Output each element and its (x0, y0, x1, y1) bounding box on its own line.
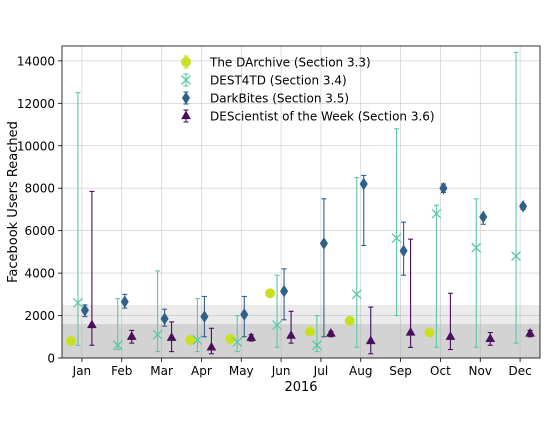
data-point (445, 331, 456, 340)
data-point (471, 242, 482, 253)
data-point (485, 333, 496, 342)
data-point (225, 333, 236, 344)
data-point (192, 334, 203, 345)
data-point (344, 315, 355, 326)
data-point (232, 337, 243, 348)
data-point (160, 312, 169, 326)
x-tick-label: Jan (72, 364, 92, 378)
data-point (272, 320, 283, 331)
plot-frame (61, 45, 541, 359)
data-point (405, 326, 416, 336)
data-point (439, 181, 448, 195)
legend-marker (181, 75, 191, 85)
data-point (286, 330, 296, 339)
data-point (479, 210, 488, 224)
threshold-bands (62, 304, 540, 358)
y-tick-label: 4000 (24, 267, 55, 281)
data-point (240, 308, 249, 321)
data-point (431, 208, 442, 219)
legend: The DArchive (Section 3.3) DEST4TD (Secti… (181, 55, 435, 124)
data-point (326, 328, 336, 337)
x-axis-label: 2016 (284, 380, 317, 395)
gridlines (62, 46, 540, 359)
legend-marker (181, 91, 191, 105)
data-point (152, 329, 163, 340)
data-point (120, 295, 129, 309)
data-point (87, 319, 97, 329)
data-point (280, 284, 289, 298)
data-point (365, 335, 376, 345)
data-point (80, 303, 89, 317)
data-point (319, 237, 328, 250)
legend-marker (181, 110, 191, 120)
data-markers (65, 177, 535, 351)
y-tick-label: 10000 (17, 139, 55, 153)
data-point (351, 289, 362, 300)
data-point (399, 244, 408, 258)
x-tick-label: Apr (191, 364, 212, 378)
data-point (424, 327, 435, 338)
data-point (65, 336, 76, 346)
x-tick-label: Feb (111, 364, 132, 378)
data-point (304, 326, 315, 337)
data-point (246, 332, 257, 341)
data-point (185, 335, 196, 345)
x-tick-label: Dec (508, 364, 531, 378)
y-tick-label: 14000 (17, 54, 55, 68)
legend-label: DEST4TD (Section 3.4) (210, 74, 347, 88)
data-point (206, 341, 217, 351)
y-axis-ticks: 0 2000 4000 6000 8000 10000 12000 14000 (17, 54, 62, 366)
x-tick-label: Jun (271, 364, 291, 378)
x-tick-label: Oct (430, 364, 451, 378)
x-axis-ticks: Jan Feb Mar Apr May Jun Jul Aug Sep Oct Nov Dec (72, 358, 532, 378)
x-tick-label: Nov (469, 364, 492, 378)
data-point (519, 199, 528, 213)
x-tick-label: Aug (349, 364, 372, 378)
data-point (126, 331, 137, 340)
data-point (72, 297, 83, 308)
data-point (311, 340, 322, 351)
data-point (511, 251, 522, 262)
x-tick-label: Sep (389, 364, 412, 378)
y-tick-label: 2000 (24, 309, 55, 323)
data-point (525, 328, 535, 337)
y-axis-label: Facebook Users Reached (6, 121, 21, 283)
data-point (166, 332, 177, 341)
data-point (359, 177, 368, 191)
data-point (391, 233, 402, 244)
x-tick-label: May (229, 364, 254, 378)
y-tick-label: 6000 (24, 224, 55, 238)
legend-label: DEScientist of the Week (Section 3.6) (210, 110, 435, 124)
x-tick-label: Jul (313, 364, 328, 378)
data-point (200, 310, 209, 323)
data-point (112, 340, 123, 351)
legend-label: The DArchive (Section 3.3) (209, 56, 371, 70)
legend-marker (181, 57, 191, 67)
y-tick-label: 12000 (17, 97, 55, 111)
band-1 (62, 324, 540, 358)
y-tick-label: 8000 (24, 182, 55, 196)
y-tick-label: 0 (47, 352, 55, 366)
data-point (265, 288, 276, 299)
legend-label: DarkBites (Section 3.5) (210, 92, 349, 106)
x-tick-label: Mar (150, 364, 173, 378)
